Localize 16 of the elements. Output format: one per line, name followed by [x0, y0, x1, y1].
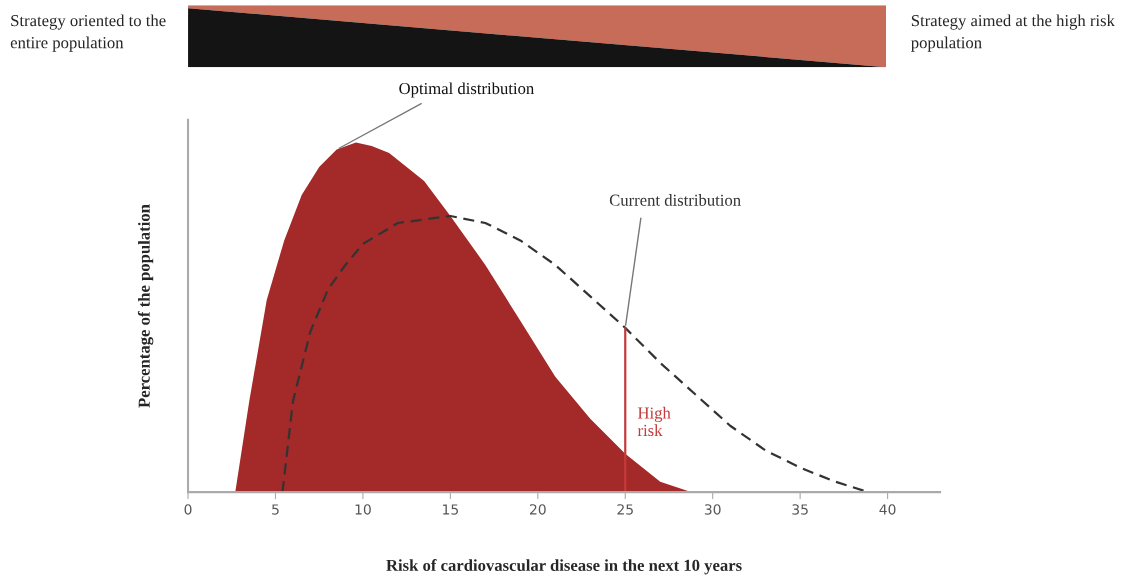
x-tick-label: 5	[272, 504, 279, 515]
x-tick-label: 15	[443, 504, 458, 515]
ref-line-label: High risk	[637, 406, 671, 437]
x-tick-label: 10	[355, 504, 371, 515]
x-tick-label: 30	[704, 504, 721, 515]
text: Current distribution	[609, 194, 741, 206]
x-axis-title: Risk of cardiovascular disease in the next 10 years	[386, 559, 742, 575]
x-tick-label: 25	[617, 504, 633, 515]
y-axis-title: Percentage of the population	[137, 204, 154, 408]
text: Optimal distribution	[399, 82, 534, 98]
text: Strategy aimed at the high risk population	[911, 14, 1115, 52]
x-tick-label: 0	[184, 504, 192, 515]
x-tick-label: 35	[792, 504, 808, 515]
x-tick-label: 40	[879, 504, 896, 515]
text: Strategy oriented to the entire population	[10, 14, 166, 52]
x-tick-label: 20	[529, 504, 546, 515]
